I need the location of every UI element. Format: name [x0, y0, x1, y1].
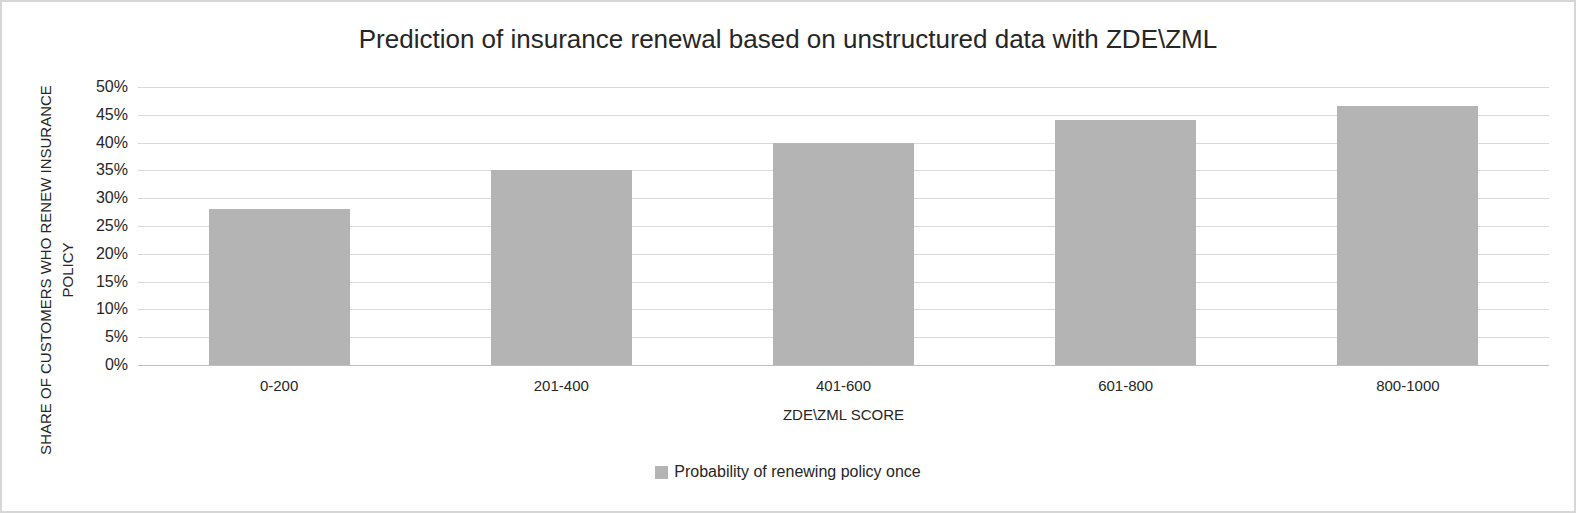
x-tick-label: 800-1000 — [1308, 376, 1508, 396]
y-tick-label: 10% — [2, 300, 128, 318]
legend-label: Probability of renewing policy once — [674, 463, 920, 481]
x-tick-label: 0-200 — [179, 376, 379, 396]
legend-square-icon — [655, 466, 668, 479]
y-tick-label: 0% — [2, 356, 128, 374]
y-tick-label: 15% — [2, 273, 128, 291]
chart-frame: Prediction of insurance renewal based on… — [0, 0, 1576, 513]
y-tick-label: 30% — [2, 189, 128, 207]
y-tick-label: 45% — [2, 106, 128, 124]
x-axis-line — [138, 365, 1549, 366]
x-tick-label: 401-600 — [744, 376, 944, 396]
x-tick-label: 601-800 — [1026, 376, 1226, 396]
x-tick-label: 201-400 — [461, 376, 661, 396]
bar — [209, 209, 350, 365]
chart-title: Prediction of insurance renewal based on… — [2, 24, 1574, 55]
y-tick-label: 35% — [2, 161, 128, 179]
legend: Probability of renewing policy once — [2, 463, 1574, 481]
y-tick-label: 25% — [2, 217, 128, 235]
y-tick-label: 50% — [2, 78, 128, 96]
bar — [773, 143, 914, 365]
y-tick-label: 5% — [2, 328, 128, 346]
x-axis-title: ZDE\ZML SCORE — [138, 406, 1549, 423]
y-tick-label: 40% — [2, 134, 128, 152]
bar — [491, 170, 632, 365]
bar — [1055, 120, 1196, 365]
bar — [1337, 106, 1478, 365]
y-tick-label: 20% — [2, 245, 128, 263]
